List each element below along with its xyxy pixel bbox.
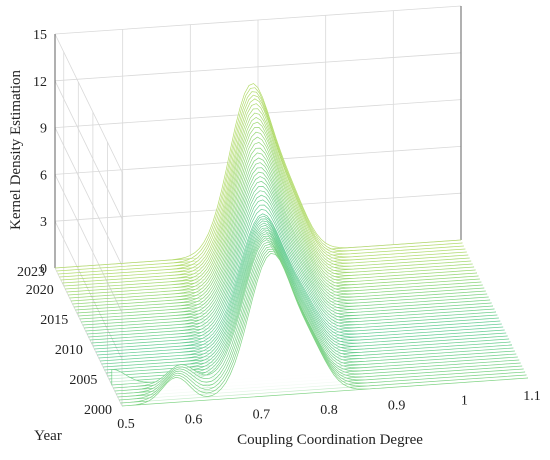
- tick-labels: 0 3 6 9 12 15 0.5 0.6 0.7 0.8 0.9 1 1.1 2000 2005 2010 2…: [17, 28, 541, 432]
- grid-line: [54, 80, 123, 219]
- grid-line: [54, 5, 462, 35]
- grid-line: [54, 127, 123, 266]
- z-tick-label: 6: [40, 168, 47, 183]
- density-curve: [121, 253, 529, 407]
- y-tick-label: 2000: [84, 403, 112, 418]
- x-tick-label: 0.9: [388, 398, 406, 413]
- x-tick-label: 1.1: [523, 389, 541, 404]
- x-tick-label: 0.6: [185, 412, 203, 427]
- z-tick-label: 3: [40, 215, 47, 230]
- y-tick-label: 2010: [55, 343, 83, 358]
- x-tick-label: 0.5: [117, 417, 135, 432]
- grid-line: [54, 52, 462, 82]
- x-axis-label: Coupling Coordination Degree: [237, 432, 423, 448]
- z-tick-label: 9: [40, 122, 47, 137]
- y-tick-label: 2020: [26, 283, 54, 298]
- z-tick-label: 15: [33, 28, 47, 43]
- grid-line: [54, 174, 123, 313]
- y-tick-label: 2015: [40, 313, 68, 328]
- y-tick-label: 2005: [69, 373, 97, 388]
- x-tick-label: 0.8: [320, 403, 338, 418]
- z-tick-label: 12: [33, 75, 47, 90]
- z-tick-label: 0: [40, 262, 47, 277]
- x-tick-label: 1: [461, 394, 468, 409]
- z-axis-label: Kernel Density Estimation: [8, 70, 24, 230]
- y-tick-label: 2023: [17, 265, 45, 280]
- density-curves: [54, 83, 529, 407]
- y-axis-label: Year: [34, 428, 62, 444]
- x-tick-label: 0.7: [253, 408, 271, 423]
- grid-line: [54, 33, 123, 173]
